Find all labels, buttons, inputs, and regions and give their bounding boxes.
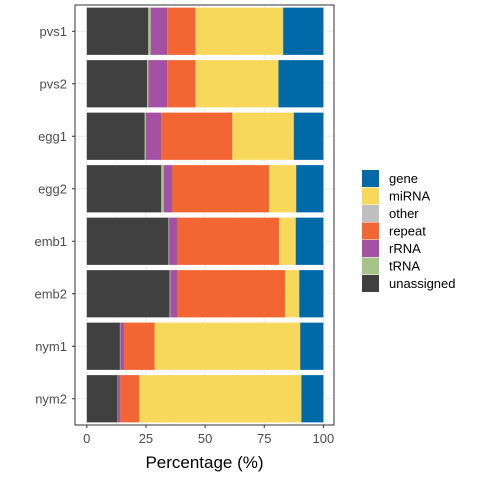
bar-nym2-miRNA xyxy=(139,375,302,423)
bar-pvs1-unassigned xyxy=(86,7,149,55)
bar-egg2-repeat xyxy=(171,165,269,213)
bar-emb1-repeat xyxy=(177,217,280,265)
bar-egg1-gene xyxy=(293,112,324,160)
legend-swatch-other xyxy=(362,205,379,222)
bar-pvs2-gene xyxy=(278,60,324,108)
legend-label-repeat: repeat xyxy=(389,224,426,239)
bar-egg1-unassigned xyxy=(86,112,145,160)
bar-nym2-unassigned xyxy=(86,375,118,423)
bar-pvs1-tRNA xyxy=(148,7,151,55)
bar-emb2-unassigned xyxy=(86,270,170,318)
bar-nym1-gene xyxy=(300,322,324,370)
legend-swatch-unassigned xyxy=(362,275,379,292)
x-tick-label-0: 0 xyxy=(83,431,90,446)
legend-swatch-gene xyxy=(362,170,379,187)
legend-swatch-tRNA xyxy=(362,257,379,275)
bar-emb2-miRNA xyxy=(285,270,300,318)
bar-egg2-unassigned xyxy=(86,165,162,213)
bar-nym2-rRNA xyxy=(118,375,121,423)
bar-nym1-unassigned xyxy=(86,322,120,370)
y-tick-label-pvs1: pvs1 xyxy=(40,24,67,39)
legend-label-tRNA: tRNA xyxy=(389,259,420,274)
bar-nym1-repeat xyxy=(123,322,155,370)
legend-swatch-rRNA xyxy=(362,240,379,257)
y-tick-label-egg1: egg1 xyxy=(38,129,67,144)
x-tick-label-25: 25 xyxy=(139,431,153,446)
legend-label-rRNA: rRNA xyxy=(389,241,421,256)
bar-egg1-rRNA xyxy=(145,112,162,160)
bar-egg2-rRNA xyxy=(163,165,172,213)
bar-pvs2-tRNA xyxy=(147,60,149,108)
bar-nym1-miRNA xyxy=(154,322,301,370)
legend-label-miRNA: miRNA xyxy=(389,189,430,204)
y-tick-label-emb1: emb1 xyxy=(34,234,67,249)
bar-emb2-gene xyxy=(299,270,324,318)
bar-pvs2-rRNA xyxy=(148,60,168,108)
bar-nym1-rRNA xyxy=(120,322,124,370)
legend: gene miRNA other repeat rRNA tRNA unassigned xyxy=(362,170,456,292)
bar-emb1-rRNA xyxy=(169,217,178,265)
bar-nym2-repeat xyxy=(120,375,140,423)
bar-pvs1-miRNA xyxy=(195,7,284,55)
legend-swatch-repeat xyxy=(362,222,379,240)
bar-egg1-miRNA xyxy=(232,112,294,160)
bar-egg2-miRNA xyxy=(268,165,297,213)
bar-egg1-repeat xyxy=(161,112,233,160)
bar-pvs2-miRNA xyxy=(195,60,279,108)
legend-label-unassigned: unassigned xyxy=(389,276,456,291)
bar-emb2-rRNA xyxy=(170,270,178,318)
bar-emb1-unassigned xyxy=(86,217,169,265)
bar-emb2-repeat xyxy=(177,270,286,318)
legend-swatch-miRNA xyxy=(362,187,379,205)
bar-egg1-tRNA xyxy=(144,112,146,160)
bar-nym2-gene xyxy=(301,375,324,423)
y-axis: pvs1 pvs2 egg1 egg2 emb1 emb2 nym1 nym2 xyxy=(34,24,75,406)
x-axis-title: Percentage (%) xyxy=(145,453,263,472)
x-tick-label-50: 50 xyxy=(198,431,212,446)
bar-emb1-gene xyxy=(295,217,324,265)
bar-emb2-tRNA xyxy=(169,270,171,318)
y-tick-label-egg2: egg2 xyxy=(38,181,67,196)
legend-label-other: other xyxy=(389,206,419,221)
bar-egg2-tRNA xyxy=(161,165,164,213)
bars-group xyxy=(86,7,324,423)
x-tick-label-100: 100 xyxy=(313,431,335,446)
x-tick-label-75: 75 xyxy=(257,431,271,446)
y-tick-label-emb2: emb2 xyxy=(34,286,67,301)
bar-pvs2-unassigned xyxy=(86,60,148,108)
y-tick-label-nym2: nym2 xyxy=(35,391,67,406)
y-tick-label-pvs2: pvs2 xyxy=(40,76,67,91)
y-tick-label-nym1: nym1 xyxy=(35,339,67,354)
bar-pvs1-repeat xyxy=(167,7,196,55)
bar-emb1-tRNA xyxy=(168,217,170,265)
bar-emb1-miRNA xyxy=(279,217,296,265)
bar-egg2-gene xyxy=(296,165,324,213)
legend-label-gene: gene xyxy=(389,171,418,186)
bar-pvs1-rRNA xyxy=(150,7,168,55)
bar-pvs1-gene xyxy=(283,7,324,55)
panel-border xyxy=(74,4,335,426)
x-axis: 0 25 50 75 100 xyxy=(83,425,334,446)
bar-pvs2-repeat xyxy=(167,60,196,108)
